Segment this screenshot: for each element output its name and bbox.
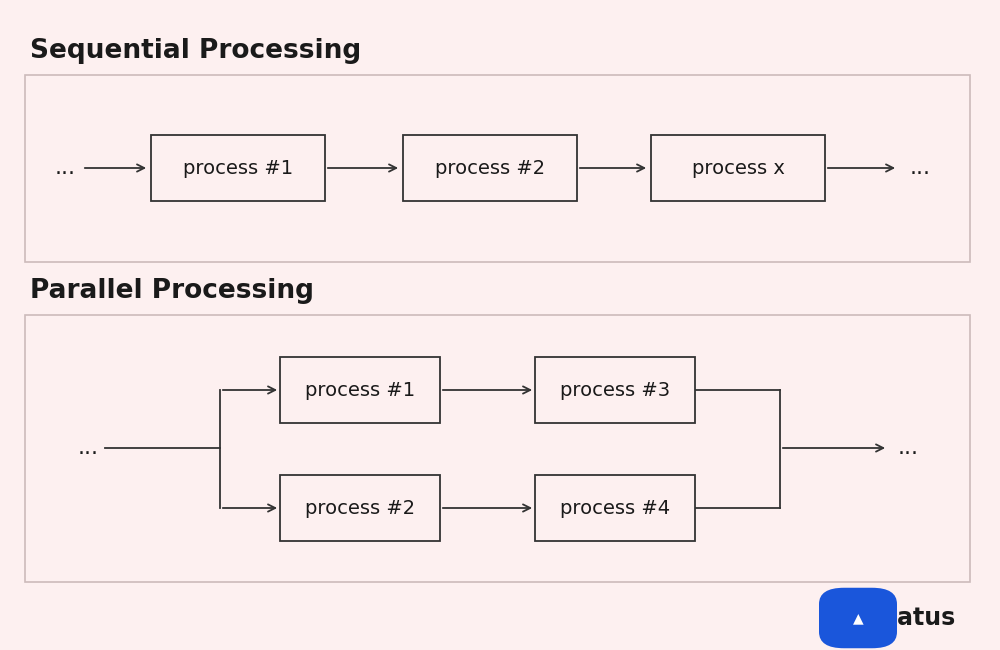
Text: Parallel Processing: Parallel Processing bbox=[30, 278, 314, 304]
Text: process #4: process #4 bbox=[560, 499, 670, 517]
Text: process #2: process #2 bbox=[305, 499, 415, 517]
Text: process #1: process #1 bbox=[183, 159, 293, 177]
Text: ...: ... bbox=[54, 158, 76, 178]
Text: ...: ... bbox=[910, 158, 930, 178]
Text: process #2: process #2 bbox=[435, 159, 545, 177]
Text: process #3: process #3 bbox=[560, 380, 670, 400]
Text: atatus: atatus bbox=[870, 606, 956, 630]
Text: ▲: ▲ bbox=[853, 611, 863, 625]
Text: process #1: process #1 bbox=[305, 380, 415, 400]
Text: process x: process x bbox=[692, 159, 784, 177]
Text: ...: ... bbox=[898, 438, 918, 458]
Text: Sequential Processing: Sequential Processing bbox=[30, 38, 361, 64]
Text: ...: ... bbox=[78, 438, 98, 458]
